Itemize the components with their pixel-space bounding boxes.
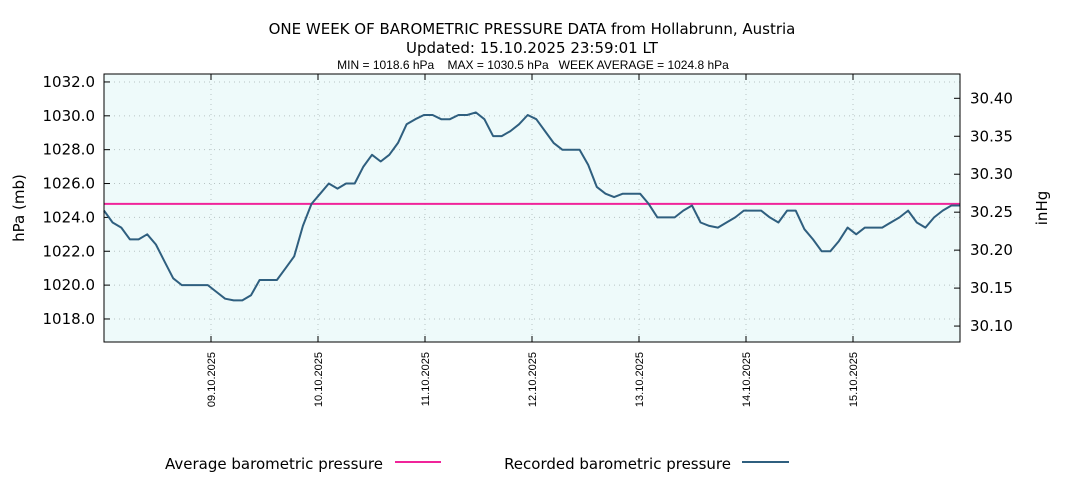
x-tick-label: 15.10.2025: [848, 352, 860, 407]
y2-tick-label: 30.25: [970, 203, 1013, 221]
recorded-pressure-line: [103, 111, 960, 302]
y2-tick-label: 30.35: [970, 127, 1013, 145]
chart-title: ONE WEEK OF BAROMETRIC PRESSURE DATA fro…: [269, 20, 796, 38]
y2-tick-label: 30.15: [970, 279, 1013, 297]
chart-subtitle: Updated: 15.10.2025 23:59:01 LT: [406, 39, 659, 57]
y-tick-label: 1032.0: [43, 73, 96, 91]
y2-tick-label: 30.10: [970, 317, 1013, 335]
y-tick-label: 1026.0: [43, 175, 96, 193]
y2-axis-label: inHg: [1033, 191, 1051, 225]
y-tick-label: 1022.0: [43, 242, 96, 260]
x-tick-label: 12.10.2025: [527, 352, 539, 407]
x-axis: 09.10.2025 10.10.2025 11.10.2025 12.10.2025…: [206, 74, 860, 407]
y-axis-right: 30.10 30.15 30.20 30.25 30.30 30.35 30.40: [954, 89, 1013, 335]
y-tick-label: 1030.0: [43, 107, 96, 125]
y-axis-left: 1018.0 1020.0 1022.0 1024.0 1026.0 1028.0 1030…: [43, 73, 110, 328]
x-tick-label: 11.10.2025: [420, 352, 432, 406]
legend-average-label: Average barometric pressure: [165, 455, 383, 473]
x-tick-label: 09.10.2025: [206, 352, 218, 407]
y2-tick-label: 30.40: [970, 89, 1013, 107]
legend: Average barometric pressure Recorded bar…: [165, 455, 789, 473]
chart-stats: MIN = 1018.6 hPa MAX = 1030.5 hPa WEEK A…: [337, 58, 729, 72]
y2-tick-label: 30.20: [970, 241, 1013, 259]
legend-recorded-label: Recorded barometric pressure: [504, 455, 731, 473]
x-tick-label: 13.10.2025: [634, 352, 646, 407]
y-tick-label: 1024.0: [43, 208, 96, 226]
x-tick-label: 10.10.2025: [313, 352, 325, 407]
y-tick-label: 1020.0: [43, 276, 96, 294]
y-axis-label: hPa (mb): [10, 174, 28, 242]
x-tick-label: 14.10.2025: [741, 352, 753, 407]
plot-border: [103, 73, 961, 343]
y-tick-label: 1028.0: [43, 141, 96, 159]
y2-tick-label: 30.30: [970, 165, 1013, 183]
y-tick-label: 1018.0: [43, 310, 96, 328]
